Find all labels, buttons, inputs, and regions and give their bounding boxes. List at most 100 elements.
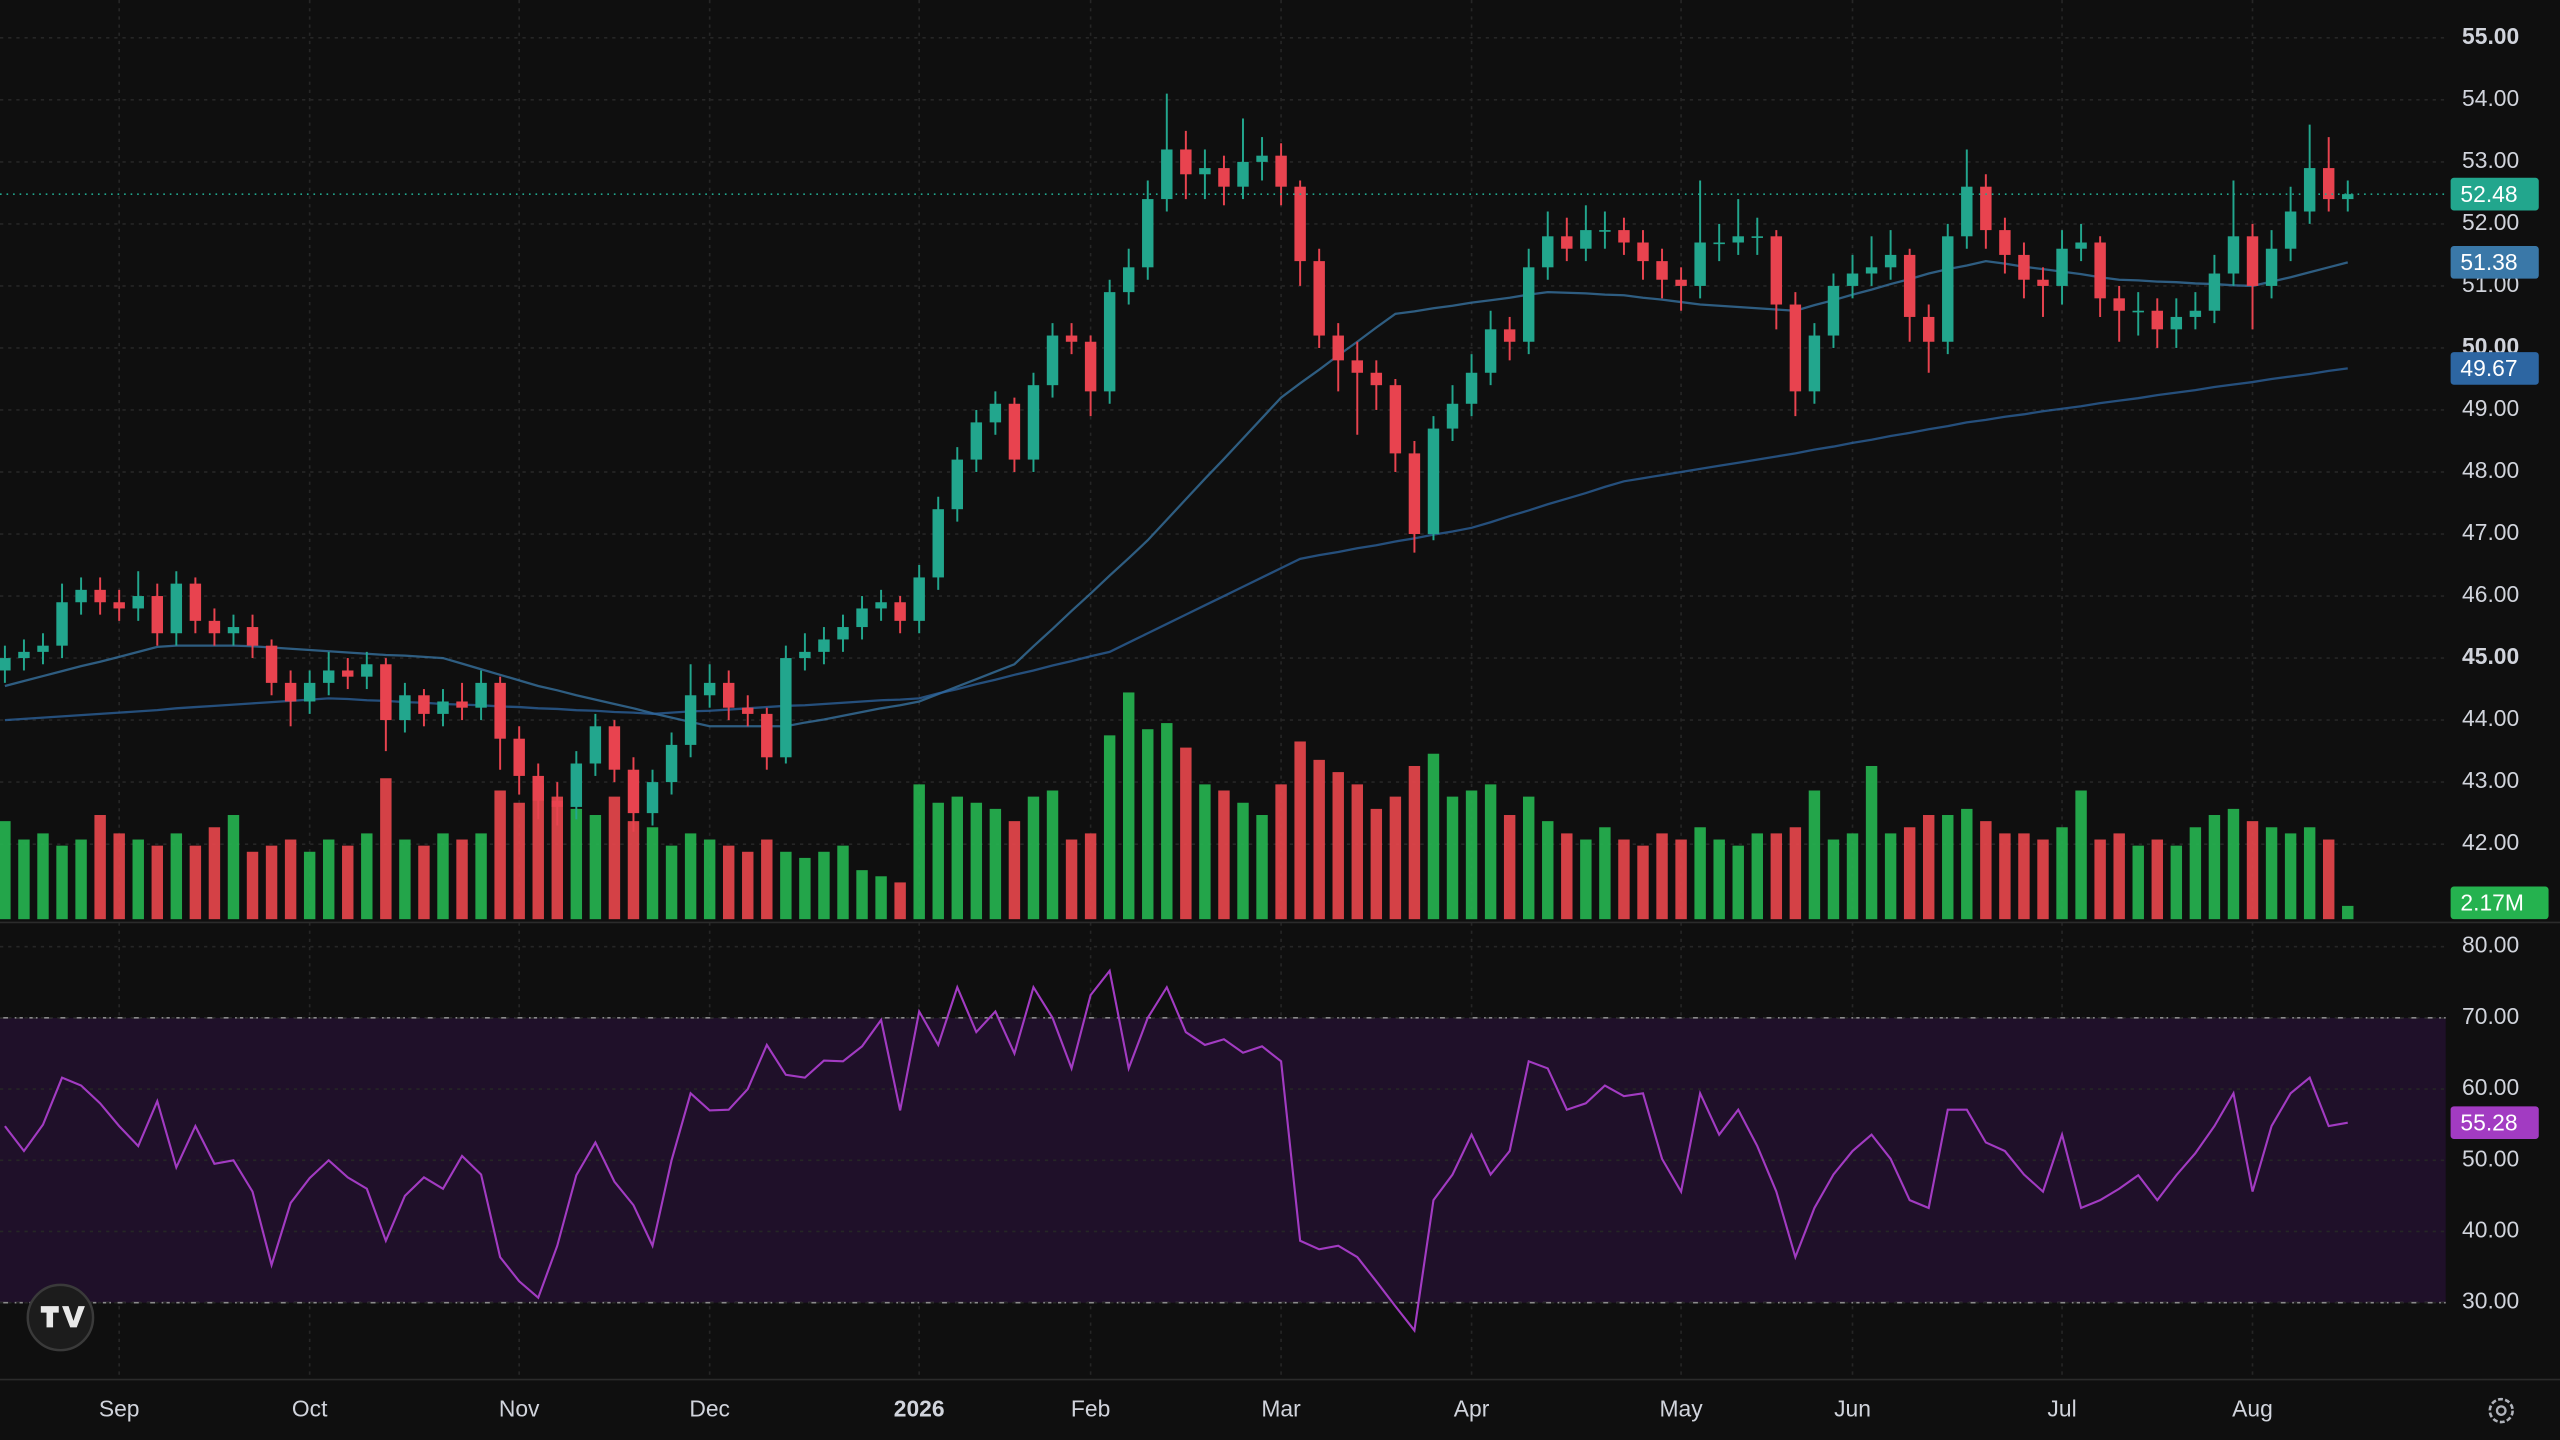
rsi-tick-label: 40.00 xyxy=(2462,1217,2519,1243)
candle-body xyxy=(1637,242,1649,262)
volume-bar xyxy=(322,839,335,920)
candle-body xyxy=(1865,267,1878,274)
rsi-tick-label: 30.00 xyxy=(2462,1288,2519,1314)
candle-body xyxy=(1827,285,1840,336)
volume-bar xyxy=(1046,790,1059,920)
candle-body xyxy=(2094,242,2106,299)
settings-button[interactable] xyxy=(2488,1397,2514,1424)
volume-bar xyxy=(2018,833,2030,920)
candle-body xyxy=(37,645,49,652)
last-price-tag: 52.48 xyxy=(2460,181,2517,207)
y-tick-label: 42.00 xyxy=(2462,829,2519,855)
gear-outline xyxy=(2488,1397,2514,1424)
volume-bar xyxy=(761,839,773,920)
volume-bar xyxy=(18,839,30,920)
x-tick-label: Apr xyxy=(1454,1396,1490,1422)
volume-bar xyxy=(1542,821,1554,920)
volume-bar xyxy=(1389,796,1402,920)
volume-bar xyxy=(170,833,183,920)
candle-body xyxy=(1313,261,1325,336)
candle-body xyxy=(2189,310,2202,317)
candle-body xyxy=(2075,242,2087,249)
candle-body xyxy=(703,682,716,696)
volume-bar xyxy=(1218,790,1230,920)
volume-bar xyxy=(932,802,944,920)
volume-bar xyxy=(1846,833,1859,920)
volume-bar xyxy=(1465,790,1478,920)
candle-body xyxy=(2056,248,2068,286)
candle-body xyxy=(780,658,792,758)
volume-bar xyxy=(1446,796,1459,920)
candle-body xyxy=(75,589,87,603)
volume-bar xyxy=(970,802,983,920)
grid-layer xyxy=(0,0,2446,1380)
volume-bar xyxy=(1827,839,1840,920)
volume-bar xyxy=(1351,784,1363,920)
candle-body xyxy=(1522,267,1535,342)
candle-body xyxy=(1980,186,1992,231)
volume-bar xyxy=(780,851,792,920)
x-tick-label: Dec xyxy=(689,1396,730,1422)
logo-circle[interactable] xyxy=(26,1283,95,1352)
volume-bar xyxy=(1199,784,1211,920)
volume-bar xyxy=(2094,839,2106,920)
y-tick-label: 48.00 xyxy=(2462,457,2519,483)
candle-body xyxy=(2018,254,2030,280)
volume-bar xyxy=(94,815,106,920)
volume-bar xyxy=(1084,833,1097,920)
volume-bar xyxy=(1675,839,1687,920)
rsi-tick-label: 70.00 xyxy=(2462,1003,2519,1029)
candle-body xyxy=(342,670,354,677)
logo-mark xyxy=(40,1306,85,1328)
candle-body xyxy=(1408,453,1421,535)
rsi-tag: 55.28 xyxy=(2460,1109,2517,1135)
volume-bar xyxy=(1294,741,1306,920)
candle-body xyxy=(456,701,468,708)
candle-body xyxy=(761,713,773,758)
volume-bar xyxy=(1142,729,1154,920)
candle-body xyxy=(494,682,506,739)
volume-bar xyxy=(551,796,563,920)
volume-bar xyxy=(1999,833,2011,920)
volume-bar xyxy=(1256,815,1268,920)
volume-bar xyxy=(799,857,811,920)
volume-bar xyxy=(837,845,849,920)
candle-body xyxy=(1484,329,1497,373)
volume-bar xyxy=(2227,808,2240,920)
candle-body xyxy=(532,775,544,801)
volume-bar xyxy=(1027,796,1040,920)
candle-body xyxy=(1256,155,1268,162)
volume-bar xyxy=(2208,815,2221,920)
volume-bar xyxy=(913,784,925,920)
volume-bar xyxy=(1770,833,1783,920)
rsi-line xyxy=(4,968,2348,1334)
volume-bar xyxy=(361,833,373,920)
candle-body xyxy=(1275,155,1287,187)
candle-body xyxy=(1351,360,1363,373)
candle-body xyxy=(1027,385,1040,460)
volume-bar xyxy=(1313,759,1325,920)
volume-bar xyxy=(2303,827,2316,920)
x-tick-label: Oct xyxy=(292,1396,328,1422)
candle-body xyxy=(132,596,144,609)
candle-body xyxy=(1580,230,1592,249)
volume-bar xyxy=(2037,839,2049,920)
rsi-band xyxy=(0,1017,2446,1303)
candle-body xyxy=(1846,273,1859,286)
volume-bar xyxy=(342,845,354,920)
volume-bar xyxy=(1599,827,1611,920)
candle-body xyxy=(380,664,392,721)
plot-layer xyxy=(0,93,2446,1334)
volume-bar xyxy=(2342,905,2354,920)
x-tick-label: 2026 xyxy=(894,1396,945,1422)
volume-bar xyxy=(989,808,1002,920)
candle-body xyxy=(1656,261,1668,280)
candle-body xyxy=(1103,292,1116,392)
volume-bar xyxy=(1884,833,1897,920)
candle-body xyxy=(608,726,621,770)
volume-bar xyxy=(227,815,240,920)
candle-body xyxy=(722,682,735,708)
candle-body xyxy=(1218,168,1230,187)
candle-body xyxy=(1770,236,1783,305)
logo[interactable] xyxy=(26,1283,95,1352)
